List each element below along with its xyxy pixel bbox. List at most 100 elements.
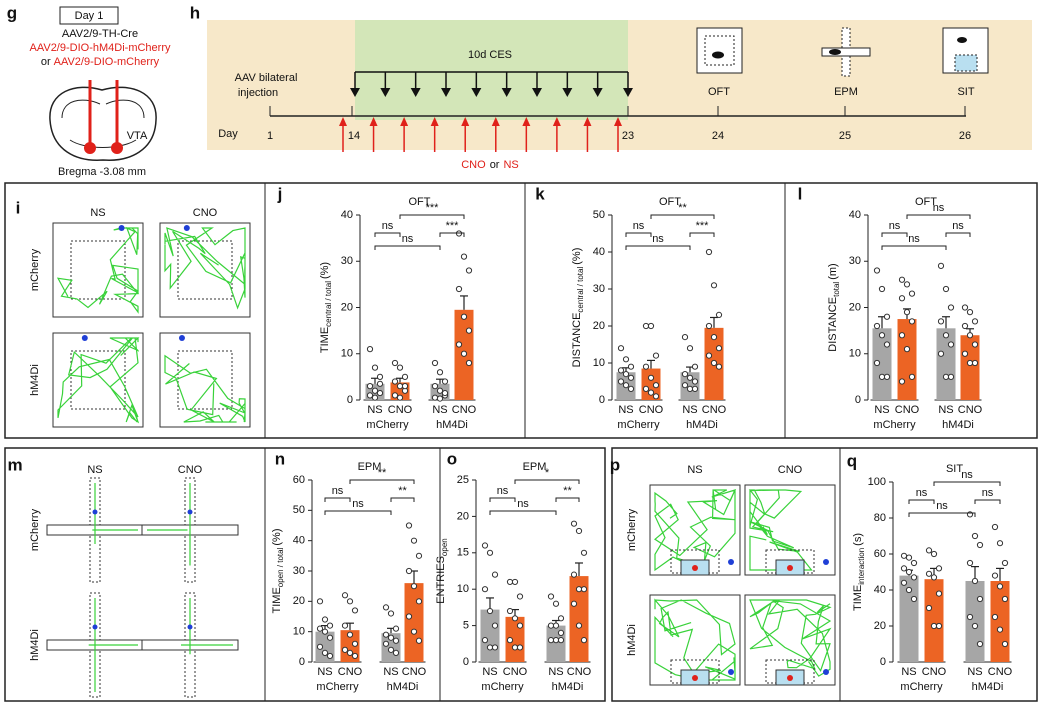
data-point [455,285,463,293]
y-axis-label-main: TIME [319,327,331,353]
y-tick-label: 25 [457,474,469,486]
ces-arrow-head [501,88,512,97]
bar-label: NS [367,404,382,416]
data-point [486,644,494,651]
data-point [971,318,979,325]
y-axis-label: DISTANCEtotal (m) [827,263,841,351]
bar-label: NS [317,666,332,678]
data-point [511,615,519,622]
data-point [991,613,999,621]
significance-label: ns [982,487,994,499]
data-point [410,537,418,544]
start-dot [118,225,125,231]
data-point [908,318,916,325]
significance-bracket [349,479,415,484]
y-axis-label-unit: (%) [571,248,583,265]
data-point [465,327,473,334]
y-tick-label: 30 [341,255,353,267]
oft-icon [696,27,743,74]
data-point [942,285,950,293]
data-point [387,646,395,653]
y-tick-label: 60 [874,548,886,560]
significance-bracket [881,245,947,250]
data-point [405,613,413,620]
interaction-zone [765,549,815,574]
significance-bracket [555,497,580,502]
data-point [966,559,974,567]
data-point [382,631,390,638]
drug-arrow-head [491,117,500,126]
start-dot [92,509,98,515]
y-tick-label: 0 [599,394,605,406]
data-point [405,567,413,575]
significance-label: ** [398,485,407,497]
chart-title: OFT [915,196,937,208]
bar [936,328,956,400]
data-point [366,346,374,353]
data-point [681,382,689,389]
data-point [341,592,349,599]
y-axis-label: ENTRIESopen [435,538,449,603]
significance-label: ns [933,202,945,214]
drug-arrow-head [400,117,409,126]
data-point [376,373,384,380]
panel-letter: p [610,455,620,474]
significance-bracket [908,499,935,504]
data-point [486,549,494,556]
y-tick-label: 5 [463,620,469,632]
group-label: hM4Di [972,681,1004,693]
significance-label: ns [332,485,344,497]
data-point [971,622,979,630]
bar-label: CNO [567,666,592,678]
data-point [910,595,918,603]
data-point [910,574,918,581]
panel-letter: k [535,184,545,203]
data-point [580,586,588,593]
y-tick-label: 40 [341,209,353,221]
significance-bracket [881,232,908,237]
data-point [930,574,938,581]
region-label: VTA [127,130,148,142]
significance-label: ns [889,220,901,232]
significance-bracket [439,232,465,237]
panel-letter: n [275,449,285,468]
mouse-icon [712,51,724,59]
data-point [710,282,718,289]
bar-label: NS [682,404,697,416]
data-point [436,369,444,376]
data-point [971,577,979,585]
chart-title: SIT [946,463,963,475]
data-point [1001,640,1009,648]
data-point [996,626,1004,633]
data-point [557,615,565,622]
start-dot [178,335,185,341]
significance-label: ns [652,233,664,245]
bar-label: NS [432,404,447,416]
injection-label: injection [238,87,278,99]
test-label: EPM [834,86,858,98]
significance-bracket [625,232,652,237]
y-tick-label: 20 [293,595,305,607]
panel-letter: i [16,198,21,217]
row-label: hM4Di [626,624,638,656]
y-tick-label: 30 [849,255,861,267]
y-tick-label: 20 [593,320,605,332]
significance-label: ** [678,202,687,214]
data-point [642,363,650,370]
data-point [947,304,955,311]
data-point [506,578,514,586]
group-label: hM4Di [686,419,718,431]
data-point [710,359,718,367]
bar-label: CNO [958,404,983,416]
data-point [436,395,444,402]
significance-bracket [324,497,351,502]
panel-letter: o [447,449,457,468]
data-point [652,352,660,359]
y-axis-label-unit: (m) [827,263,839,280]
y-tick-label: 100 [868,476,886,488]
y-axis-label-main: TIME [271,587,283,613]
y-tick-label: 0 [463,656,469,668]
significance-label: ns [908,233,920,245]
drug-arrow-head [339,117,347,126]
bar-label: CNO [388,404,413,416]
